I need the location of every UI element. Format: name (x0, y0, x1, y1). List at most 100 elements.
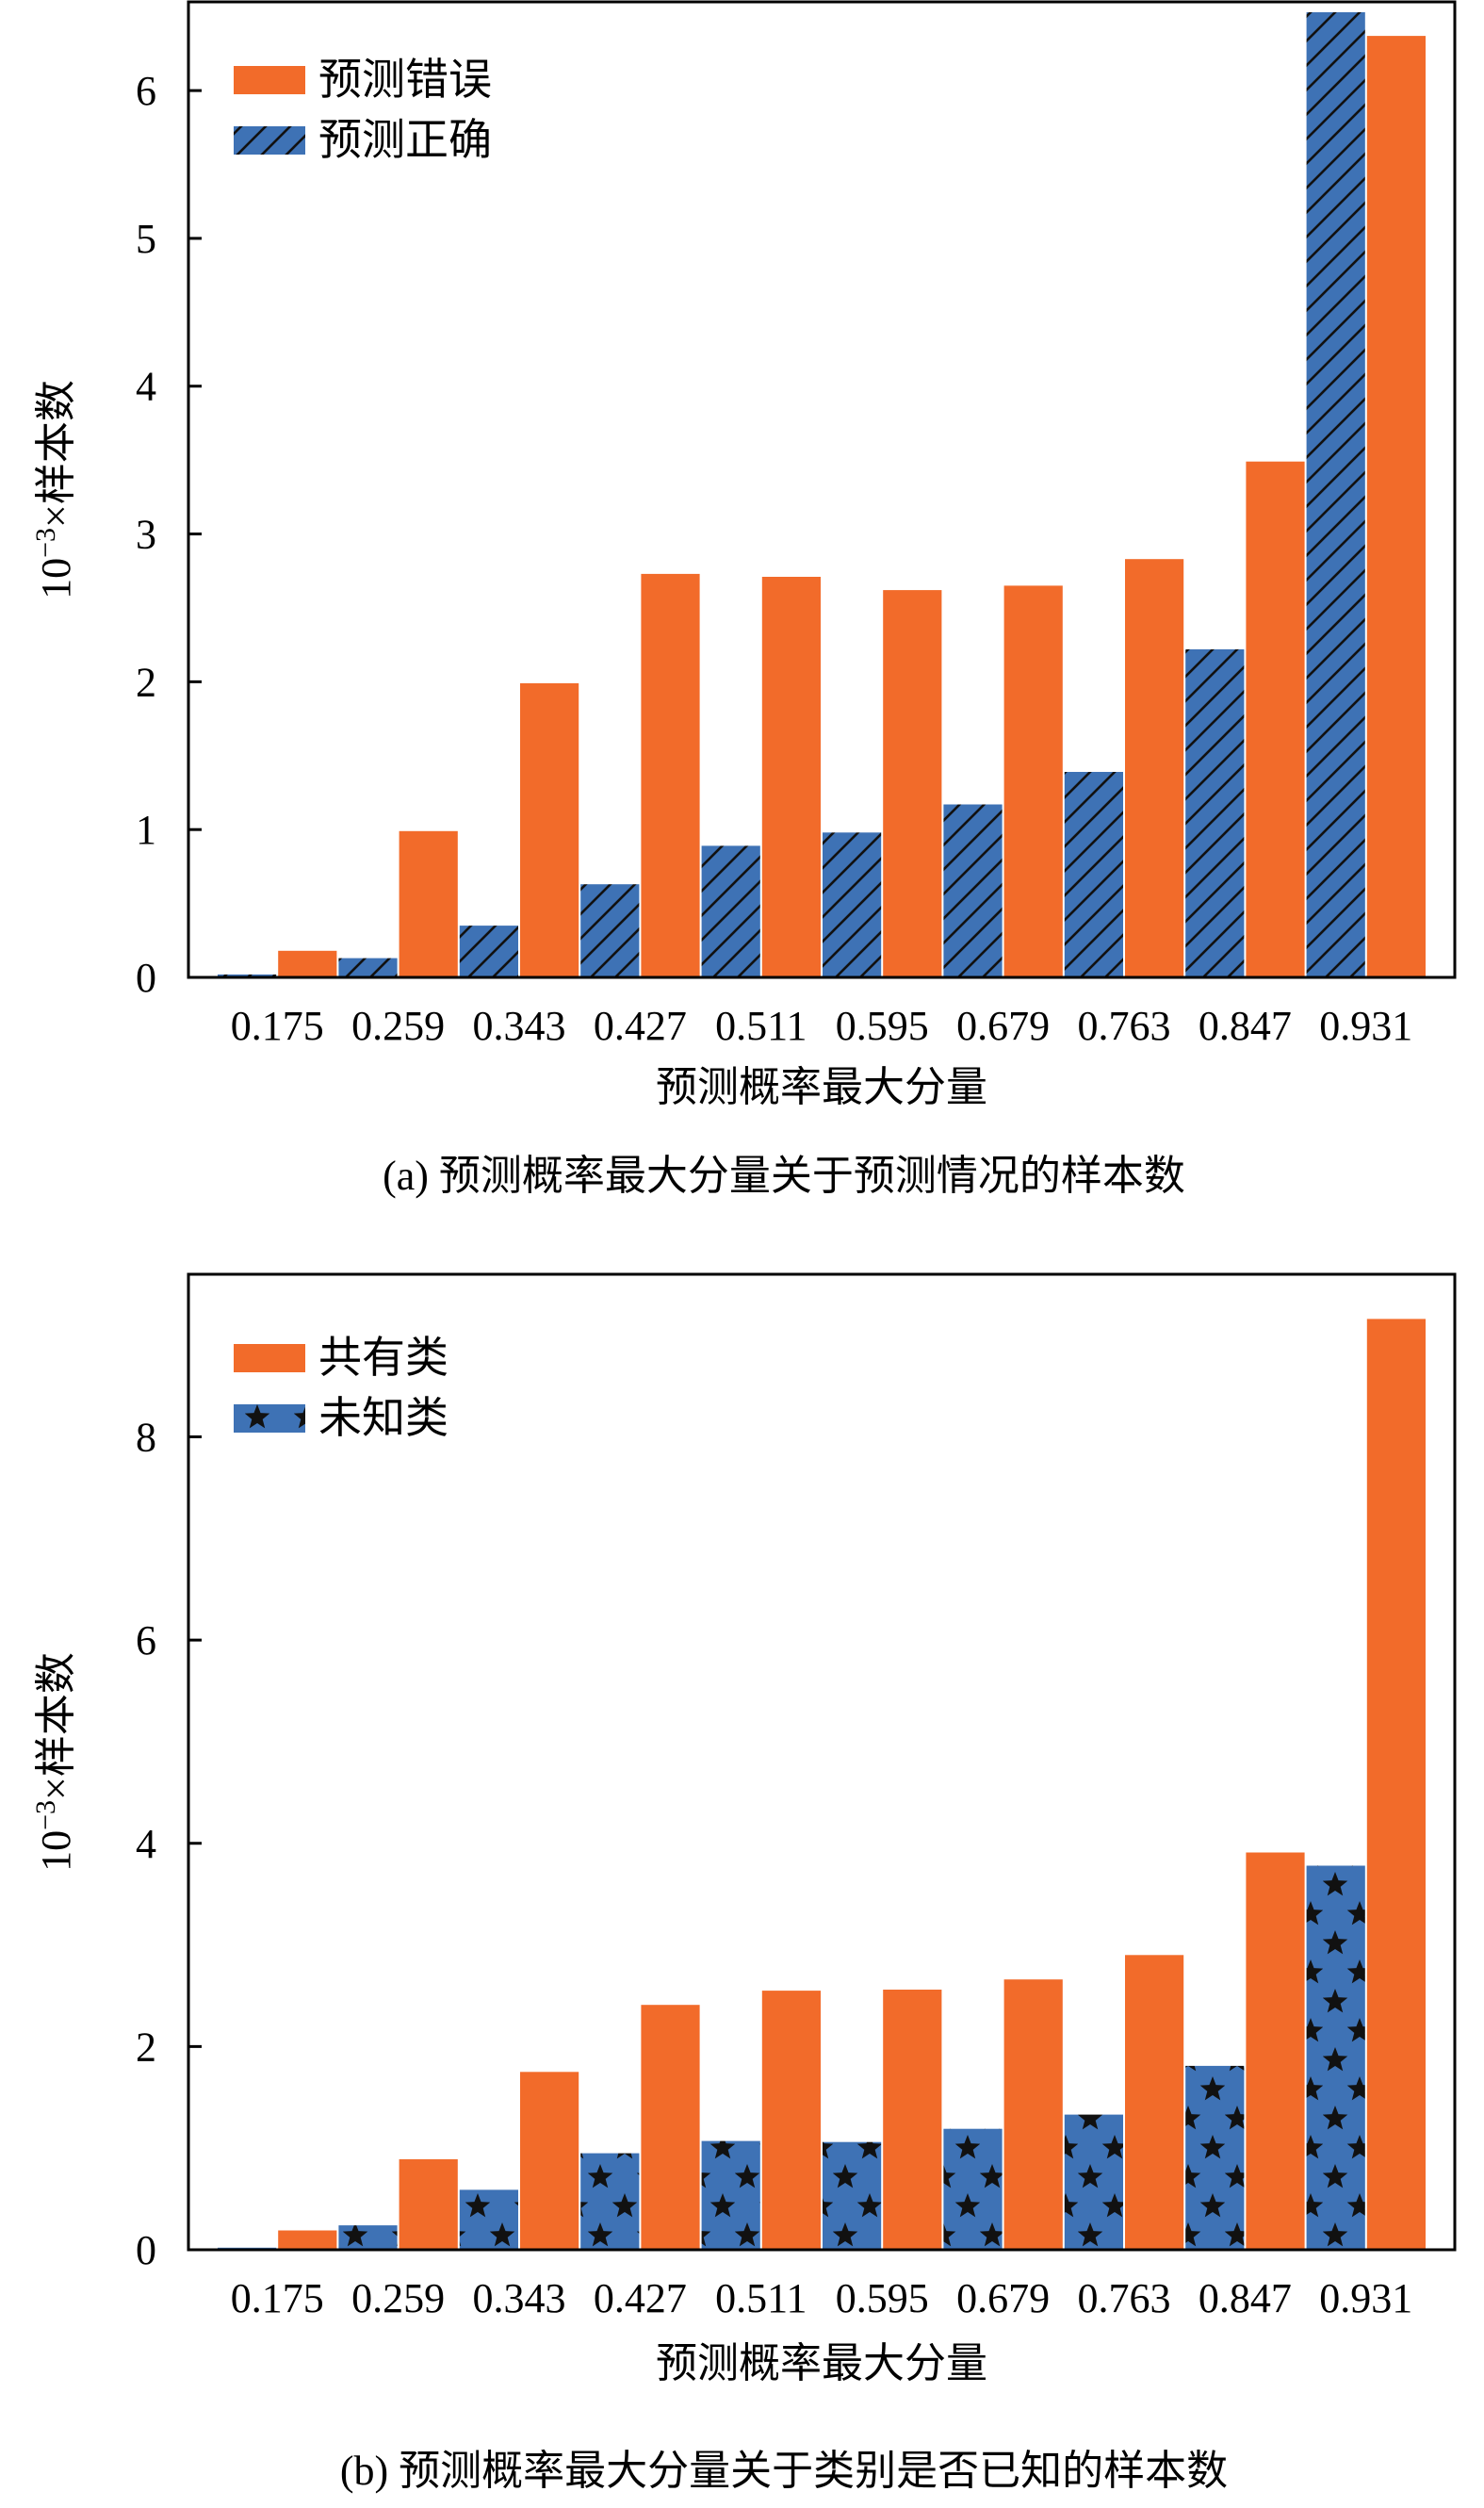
chart-a-legend-label-1: 预测正确 (318, 116, 492, 164)
chart-b-bar-blue-4 (701, 2140, 760, 2250)
chart-a-bar-blue-4 (701, 845, 760, 977)
chart-b-bar-orange-5 (883, 1990, 942, 2250)
chart-b-bars (218, 1319, 1426, 2250)
chart-b-legend-swatch-0 (234, 1344, 305, 1372)
chart-b-x-axis-title: 预测概率最大分量 (656, 2340, 987, 2386)
chart-b-x-tick-label-7: 0.763 (1078, 2275, 1171, 2321)
chart-b-bar-blue-7 (1064, 2114, 1123, 2250)
chart-b-y-axis-title-base: 10 (33, 1830, 79, 1872)
chart-a-x-axis: 0.175 0.259 0.343 0.427 0.511 0.595 0.679 0.763… (231, 1003, 1413, 1049)
chart-a-bar-blue-6 (943, 804, 1003, 977)
chart-b-x-tick-label-6: 0.679 (956, 2275, 1050, 2321)
chart-b-x-tick-label-8: 0.847 (1199, 2275, 1292, 2321)
chart-b-bar-orange-0 (278, 2230, 337, 2250)
chart-b-bar-blue-1 (338, 2225, 398, 2250)
chart-b-y-axis-title-suffix: ×样本数 (33, 1652, 79, 1800)
chart-a-plot-frame (187, 0, 1457, 979)
chart-b-bar-blue-6 (943, 2128, 1003, 2250)
chart-a-x-tick-label-6: 0.679 (956, 1003, 1050, 1049)
chart-a-y-tick-label-6: 6 (136, 68, 156, 114)
chart-a-y-axis: 0 1 2 3 4 5 6 (136, 68, 202, 1001)
chart-b-y-tick-label-0: 0 (136, 2227, 156, 2273)
chart-b-y-axis-title-exponent: −3 (30, 1800, 61, 1830)
chart-b-y-axis: 0 2 4 6 8 (136, 1415, 202, 2273)
chart-a-bar-orange-1 (399, 830, 458, 978)
chart-a-bar-blue-3 (580, 884, 640, 977)
chart-a-bar-orange-6 (1003, 585, 1063, 977)
chart-a-y-tick-label-5: 5 (136, 216, 156, 262)
chart-b-bar-blue-8 (1185, 2065, 1245, 2250)
chart-b-bar-orange-9 (1366, 1319, 1426, 2250)
chart-a-y-tick-label-2: 2 (136, 659, 156, 705)
chart-b-bar-orange-7 (1125, 1955, 1184, 2250)
chart-a-x-tick-label-7: 0.763 (1078, 1003, 1171, 1049)
chart-b-bar-orange-4 (761, 1991, 821, 2250)
chart-b-legend-swatch-1 (234, 1404, 305, 1433)
chart-a-x-tick-label-2: 0.343 (473, 1003, 566, 1049)
chart-a-bar-blue-0 (218, 974, 277, 977)
chart-b-bar-blue-5 (823, 2141, 882, 2250)
chart-b-bar-blue-3 (580, 2153, 640, 2250)
chart-a-bar-orange-4 (761, 577, 821, 977)
chart-b-bar-blue-2 (459, 2189, 518, 2250)
chart-a-x-tick-label-1: 0.259 (351, 1003, 445, 1049)
chart-a-bar-orange-0 (278, 950, 337, 977)
chart-a-y-tick-label-1: 1 (136, 807, 156, 853)
chart-a-x-tick-label-0: 0.175 (231, 1003, 324, 1049)
chart-b-bar-orange-2 (520, 2072, 579, 2250)
chart-a-bar-orange-2 (520, 682, 579, 977)
chart-a-legend-swatch-1 (234, 126, 305, 155)
chart-a-x-tick-label-3: 0.427 (594, 1003, 687, 1049)
chart-b-y-tick-label-4: 8 (136, 1415, 156, 1461)
chart-a-bar-blue-7 (1064, 772, 1123, 977)
chart-a-bar-blue-8 (1185, 648, 1245, 977)
chart-a-caption: (a) 预测概率最大分量关于预测情况的样本数 (383, 1153, 1185, 1199)
chart-b-x-tick-label-1: 0.259 (351, 2275, 445, 2321)
chart-b-bar-orange-6 (1003, 1979, 1063, 2250)
chart-a-y-axis-title-base: 10 (33, 558, 79, 599)
chart-a-bar-blue-2 (459, 926, 518, 977)
chart-a-y-axis-title-exponent: −3 (30, 528, 61, 558)
chart-b-legend-label-1: 未知类 (318, 1394, 448, 1442)
chart-b-plot-frame (187, 1272, 1457, 2252)
chart-a-bar-orange-8 (1246, 461, 1305, 977)
chart-b-bar-orange-8 (1246, 1852, 1305, 2250)
chart-b-legend-label-0: 共有类 (318, 1334, 448, 1382)
chart-a-bar-blue-5 (823, 832, 882, 977)
chart-a-legend-swatch-0 (234, 66, 305, 94)
chart-b-bar-orange-1 (399, 2159, 458, 2250)
chart-a-bar-orange-5 (883, 590, 942, 977)
chart-a-x-tick-label-4: 0.511 (715, 1003, 807, 1049)
chart-a-x-tick-label-9: 0.931 (1319, 1003, 1412, 1049)
chart-a-bar-orange-9 (1366, 36, 1426, 978)
chart-a-y-tick-label-4: 4 (136, 364, 156, 410)
chart-b-y-axis-title: 10−3×样本数 (30, 1652, 80, 1872)
chart-a-x-axis-title: 预测概率最大分量 (656, 1064, 987, 1110)
chart-a-bars (218, 12, 1426, 978)
chart-b: 0 2 4 6 8 0.175 0.259 0.343 0.427 0.511 0.595 0.67… (30, 1272, 1457, 2494)
chart-b-x-tick-label-5: 0.595 (836, 2275, 929, 2321)
chart-a-legend-label-0: 预测错误 (318, 56, 492, 104)
chart-b-x-tick-label-9: 0.931 (1319, 2275, 1412, 2321)
chart-b-x-axis: 0.175 0.259 0.343 0.427 0.511 0.595 0.679 0.763… (231, 2275, 1413, 2321)
chart-a-y-axis-title-suffix: ×样本数 (33, 380, 79, 528)
chart-b-x-tick-label-3: 0.427 (594, 2275, 687, 2321)
chart-a-x-tick-label-5: 0.595 (836, 1003, 929, 1049)
chart-a-bar-orange-7 (1125, 559, 1184, 977)
chart-a-y-tick-label-0: 0 (136, 955, 156, 1001)
chart-b-x-tick-label-2: 0.343 (473, 2275, 566, 2321)
chart-a-y-axis-title: 10−3×样本数 (30, 380, 80, 599)
chart-b-caption: (b) 预测概率最大分量关于类别是否已知的样本数 (340, 2448, 1228, 2494)
chart-b-x-tick-label-0: 0.175 (231, 2275, 324, 2321)
chart-b-y-tick-label-3: 6 (136, 1617, 156, 1664)
chart-a-bar-blue-9 (1306, 12, 1365, 977)
chart-a-y-tick-label-3: 3 (136, 512, 156, 558)
chart-a-bar-blue-1 (338, 958, 398, 977)
chart-b-bar-orange-3 (641, 2005, 700, 2250)
chart-b-bar-blue-9 (1306, 1865, 1365, 2250)
chart-b-y-tick-label-2: 4 (136, 1821, 156, 1867)
